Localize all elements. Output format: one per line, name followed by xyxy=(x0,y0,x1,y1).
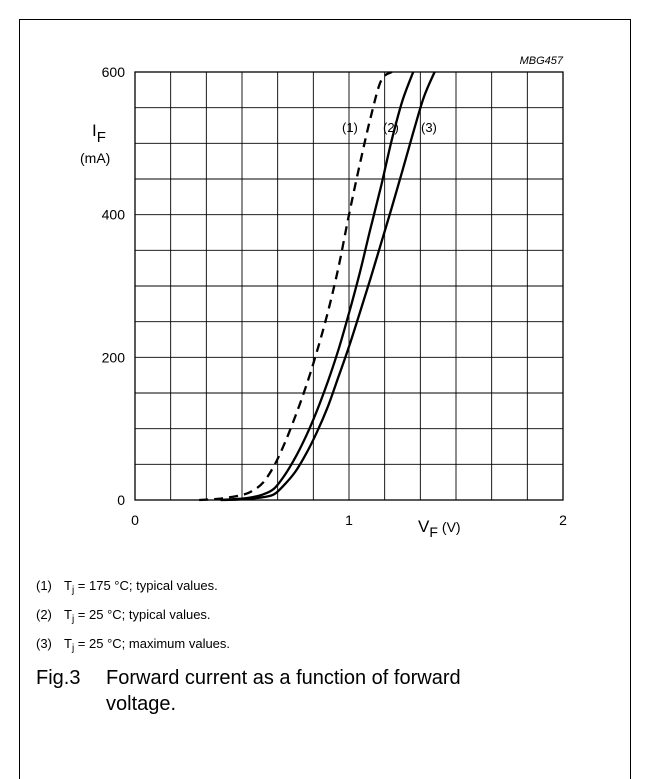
chart-curves xyxy=(199,70,436,502)
curve-series-3 xyxy=(220,71,436,502)
y-axis-label: IF xyxy=(92,121,106,146)
x-tick-label: 1 xyxy=(345,512,353,528)
chart-code: MBG457 xyxy=(520,55,564,67)
chart-grid xyxy=(135,72,563,500)
tick-labels: 0 200 400 600 0 1 2 xyxy=(102,64,567,528)
y-tick-label: 600 xyxy=(102,64,126,80)
x-tick-label: 0 xyxy=(131,512,139,528)
x-tick-label: 2 xyxy=(559,512,567,528)
y-tick-label: 400 xyxy=(102,207,126,223)
note-2: (2) Tj = 25 °C; typical values. xyxy=(36,607,211,625)
figure-caption-text: Forward current as a function of forward… xyxy=(106,667,461,715)
forward-current-chart: 0 200 400 600 0 1 2 MBG457 IF (mA) VF (V) (1) (… xyxy=(80,55,567,540)
plot-area-border xyxy=(134,71,564,501)
series-label-3: (3) xyxy=(421,120,437,135)
note-1: (1) Tj = 175 °C; typical values. xyxy=(36,578,218,596)
series-label-1: (1) xyxy=(342,120,358,135)
y-axis-unit: (mA) xyxy=(80,150,110,166)
figure-caption: Fig.3 Forward current as a function of fo… xyxy=(36,665,526,717)
figure-number: Fig.3 xyxy=(36,667,81,689)
y-tick-label: 200 xyxy=(102,349,126,365)
y-tick-label: 0 xyxy=(117,492,125,508)
curve-series-2 xyxy=(220,71,415,502)
note-3: (3) Tj = 25 °C; maximum values. xyxy=(36,636,231,654)
figure-frame xyxy=(19,19,631,779)
x-axis-label: VF (V) xyxy=(418,517,461,540)
series-label-2: (2) xyxy=(383,120,399,135)
curve-series-1 xyxy=(199,70,393,502)
